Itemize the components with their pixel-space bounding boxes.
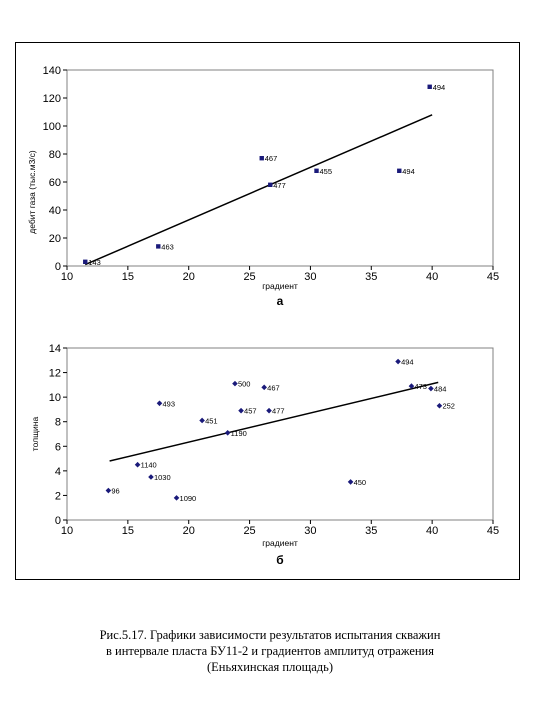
y-tick-label: 20	[49, 233, 61, 245]
data-point	[436, 402, 443, 409]
x-tick-label: 30	[304, 525, 316, 537]
x-tick-label: 35	[365, 525, 377, 537]
point-label: 451	[205, 416, 218, 425]
point-label: 467	[265, 154, 278, 163]
y-tick-label: 140	[43, 65, 61, 77]
point-label: 493	[163, 399, 176, 408]
y-axis-label: дебит газа (тыс.м3/с)	[27, 150, 37, 234]
figure-caption: Рис.5.17. Графики зависимости результато…	[30, 627, 510, 675]
data-point	[238, 407, 244, 414]
x-tick-label: 45	[487, 525, 499, 537]
x-tick-label: 10	[61, 271, 73, 283]
data-point	[148, 474, 154, 480]
x-tick-label: 20	[183, 271, 195, 283]
data-point	[224, 429, 231, 436]
y-tick-label: 60	[49, 177, 61, 189]
point-label: 1140	[141, 461, 157, 470]
figure-frame	[15, 42, 520, 580]
caption-line-1: Рис.5.17. Графики зависимости результато…	[99, 628, 441, 642]
chart-panel-a: 0 20 40 60 80 100 120 140 10 15 20 25 30 35 40 45 143 463…	[27, 65, 499, 308]
y-tick-label: 100	[43, 121, 61, 133]
plot-area	[66, 69, 494, 267]
data-point	[156, 400, 163, 407]
point-label: 252	[442, 402, 455, 411]
data-point	[395, 358, 401, 365]
point-label: 500	[238, 380, 251, 389]
x-axis-label: градиент	[262, 538, 298, 548]
data-point	[173, 495, 180, 501]
y-axis-label: толщина	[30, 417, 40, 452]
point-label: 1030	[154, 473, 171, 482]
point-label: 1090	[180, 494, 197, 503]
data-point	[261, 384, 267, 391]
data-point	[347, 479, 354, 485]
data-point	[427, 84, 432, 89]
point-label: 473	[414, 382, 427, 391]
y-tick-label: 80	[49, 149, 61, 161]
y-tick-label: 10	[49, 392, 61, 404]
x-tick-label: 45	[487, 271, 499, 283]
caption-line-2: в интервале пласта БУ11-2 и градиентов а…	[105, 644, 434, 658]
y-tick-label: 6	[55, 441, 61, 453]
point-label: 467	[267, 383, 280, 392]
y-tick-label: 40	[49, 205, 61, 217]
point-label: 494	[402, 167, 415, 176]
point-label: 477	[273, 181, 286, 190]
x-tick-label: 30	[304, 271, 316, 283]
caption-line-3: (Еньяхинская площадь)	[207, 660, 333, 674]
y-tick-label: 0	[55, 515, 61, 527]
data-point	[268, 182, 273, 187]
data-point	[105, 487, 112, 494]
x-tick-label: 10	[61, 525, 73, 537]
data-point	[266, 407, 272, 414]
data-point	[134, 461, 141, 468]
data-point	[259, 156, 264, 161]
data-point	[428, 385, 434, 392]
point-label: 463	[161, 242, 174, 251]
data-point	[408, 383, 415, 389]
x-axis-label: градиент	[262, 281, 298, 291]
point-label: 477	[272, 407, 285, 416]
point-label: 457	[244, 407, 257, 416]
x-tick-label: 25	[243, 271, 255, 283]
x-tick-label: 15	[122, 525, 134, 537]
y-tick-label: 2	[55, 490, 61, 502]
panel-label: б	[276, 553, 283, 567]
data-point	[232, 380, 238, 387]
point-label: 96	[111, 487, 119, 496]
data-point	[397, 168, 402, 173]
y-tick-label: 14	[49, 343, 61, 355]
point-label: 450	[354, 478, 367, 487]
data-point	[199, 417, 205, 424]
point-label: 494	[433, 83, 446, 92]
point-label: 455	[320, 167, 333, 176]
data-point	[83, 259, 88, 264]
y-tick-label: 8	[55, 417, 61, 429]
data-point	[156, 244, 161, 249]
trendline	[109, 381, 439, 462]
panel-label: а	[277, 294, 284, 308]
y-tick-label: 12	[49, 368, 61, 380]
point-label: 143	[88, 258, 101, 267]
x-tick-label: 40	[426, 525, 438, 537]
data-point	[314, 168, 319, 173]
point-label: 494	[401, 358, 414, 367]
point-label: 484	[434, 385, 447, 394]
plot-area	[66, 347, 494, 521]
x-tick-label: 25	[243, 525, 255, 537]
y-tick-label: 4	[55, 466, 61, 478]
point-label: 1190	[231, 429, 247, 438]
chart-panel-b: 0 2 4 6 8 10 12 14 10 15 20 25 30 35 40 45 96 1140 1030 493…	[30, 343, 499, 567]
y-tick-label: 0	[55, 261, 61, 273]
x-tick-label: 40	[426, 271, 438, 283]
x-tick-label: 15	[122, 271, 134, 283]
x-tick-label: 20	[183, 525, 195, 537]
y-tick-label: 120	[43, 93, 61, 105]
trendline	[84, 114, 433, 266]
x-tick-label: 35	[365, 271, 377, 283]
